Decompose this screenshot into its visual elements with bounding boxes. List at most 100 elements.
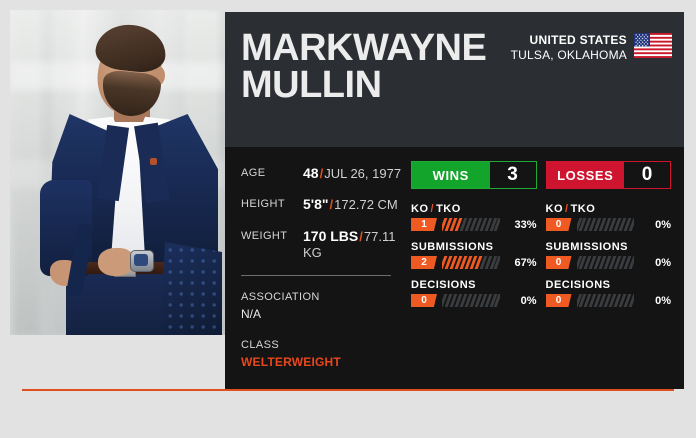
- wins-stats: KO / TKO 1 33% SUBMISSIONS 2 67% DECISIONS 0 0%: [411, 203, 537, 307]
- height-primary: 5'8": [303, 196, 329, 213]
- country-text: UNITED STATES TULSA, OKLAHOMA: [511, 33, 627, 63]
- watch-face: [134, 254, 148, 266]
- stat-progress-bar: [442, 256, 500, 269]
- weight-separator: /: [359, 228, 363, 244]
- bottom-accent-rule: [22, 389, 674, 391]
- class-value: WELTERWEIGHT: [241, 354, 341, 369]
- country-block: UNITED STATES TULSA, OKLAHOMA: [511, 33, 672, 63]
- age-primary: 48: [303, 165, 319, 181]
- stat-block: DECISIONS 0 0%: [545, 279, 671, 307]
- losses-stats: KO / TKO 0 0% SUBMISSIONS 0 0% DECISIONS 0 0%: [545, 203, 672, 307]
- stat-row: 0 0%: [545, 256, 671, 269]
- height-detail: 172.72 CM: [334, 197, 398, 213]
- stat-title: SUBMISSIONS: [411, 241, 494, 253]
- stat-row: 2 67%: [411, 256, 537, 269]
- wins-count: 3: [489, 162, 536, 188]
- stat-row: 0 0%: [411, 294, 537, 307]
- stat-count-chip: 0: [545, 294, 572, 307]
- class-label: CLASS: [241, 339, 280, 352]
- stat-title-a: KO: [411, 203, 429, 215]
- united-states-flag-icon: [634, 33, 672, 58]
- stat-count-chip: 0: [411, 294, 437, 307]
- stat-block: KO / TKO 0 0%: [545, 203, 672, 231]
- stat-title: SUBMISSIONS: [545, 241, 629, 253]
- stat-count-chip: 1: [411, 218, 437, 231]
- stat-progress-bar: [576, 256, 634, 269]
- portrait-beard: [99, 69, 163, 119]
- portrait-jacket-fold: [160, 242, 222, 335]
- height-value: 5'8"/172.72 CM: [303, 196, 398, 213]
- stat-row: 0 0%: [545, 294, 671, 307]
- weight-detail: 77.11 KG: [303, 228, 396, 261]
- fighter-last-name: MULLIN: [241, 63, 382, 106]
- weight-value: 170 LBS/77.11 KG: [303, 228, 411, 261]
- stat-progress-bar: [576, 294, 634, 307]
- stat-title-b: TKO: [570, 203, 596, 215]
- bio-divider: [241, 275, 391, 277]
- stat-percent: 0%: [655, 294, 671, 307]
- stat-percent: 0%: [655, 256, 671, 269]
- losses-count: 0: [624, 162, 670, 188]
- association-value: N/A: [241, 306, 262, 321]
- association-block: ASSOCIATION N/A: [241, 289, 411, 323]
- stat-title-slash: /: [565, 203, 569, 215]
- stat-progress-bar: [442, 218, 500, 231]
- country-city: TULSA, OKLAHOMA: [510, 48, 627, 62]
- stat-percent: 67%: [514, 256, 537, 269]
- weight-label: WEIGHT: [241, 229, 288, 242]
- records-section: WINS 3 KO / TKO 1 33% SUBMISSIONS 2 67% DECISION…: [411, 147, 684, 389]
- stat-block: KO / TKO 1 33%: [411, 203, 537, 231]
- stat-block: DECISIONS 0 0%: [411, 279, 537, 307]
- stat-progress-bar: [442, 294, 500, 307]
- stat-title: DECISIONS: [411, 279, 477, 291]
- fighter-name: MARKWAYNE MULLIN: [241, 27, 487, 106]
- stat-count-chip: 0: [545, 256, 572, 269]
- panel-body: AGE 48/JUL 26, 1977 HEIGHT 5'8"/172.72 C…: [225, 147, 684, 389]
- stat-title: DECISIONS: [545, 279, 611, 291]
- stat-title-slash: /: [430, 203, 435, 215]
- stat-count-chip: 2: [411, 256, 437, 269]
- country-name: UNITED STATES: [529, 33, 627, 47]
- portrait-lapel-pin: [150, 158, 157, 165]
- stat-block: SUBMISSIONS 0 0%: [545, 241, 671, 269]
- bio-row-age: AGE 48/JUL 26, 1977: [241, 165, 411, 182]
- stats-panel: MARKWAYNE MULLIN UNITED STATES TULSA, OK…: [225, 12, 684, 389]
- losses-column: LOSSES 0 KO / TKO 0 0% SUBMISSIONS 0 0% DECISION…: [545, 161, 672, 389]
- bio-row-weight: WEIGHT 170 LBS/77.11 KG: [241, 228, 411, 261]
- age-label: AGE: [241, 167, 266, 179]
- losses-badge: LOSSES 0: [545, 161, 671, 189]
- stat-row: 1 33%: [411, 218, 537, 231]
- stat-percent: 0%: [655, 218, 671, 231]
- age-detail: JUL 26, 1977: [324, 166, 402, 181]
- age-separator: /: [319, 166, 324, 181]
- stat-count-chip: 0: [545, 218, 572, 231]
- portrait-wristwatch: [130, 250, 154, 272]
- class-block: CLASS WELTERWEIGHT: [241, 337, 411, 371]
- stat-percent: 0%: [520, 294, 537, 307]
- height-label: HEIGHT: [241, 198, 285, 211]
- stat-title-a: KO: [545, 203, 563, 215]
- stat-progress-bar: [576, 218, 634, 231]
- age-value: 48/JUL 26, 1977: [303, 165, 401, 182]
- stat-percent: 33%: [514, 218, 537, 231]
- wins-badge: WINS 3: [411, 161, 537, 189]
- bio-row-height: HEIGHT 5'8"/172.72 CM: [241, 196, 411, 213]
- panel-header: MARKWAYNE MULLIN UNITED STATES TULSA, OK…: [225, 12, 684, 147]
- weight-primary: 170 LBS: [303, 227, 359, 244]
- fighter-first-name: MARKWAYNE: [241, 27, 487, 69]
- stat-title: KO / TKO: [546, 203, 672, 215]
- stat-row: 0 0%: [545, 218, 671, 231]
- bio-section: AGE 48/JUL 26, 1977 HEIGHT 5'8"/172.72 C…: [225, 147, 411, 389]
- wins-column: WINS 3 KO / TKO 1 33% SUBMISSIONS 2 67% DECISION…: [411, 161, 537, 389]
- background-column: [14, 10, 40, 335]
- stat-title-b: TKO: [436, 203, 461, 215]
- losses-label: LOSSES: [546, 162, 624, 188]
- portrait-hand-right: [98, 248, 134, 276]
- fighter-portrait: [10, 10, 225, 335]
- association-label: ASSOCIATION: [241, 291, 320, 304]
- wins-label: WINS: [412, 162, 490, 188]
- height-separator: /: [329, 197, 334, 213]
- stat-block: SUBMISSIONS 2 67%: [411, 241, 537, 269]
- stat-title: KO / TKO: [411, 203, 537, 215]
